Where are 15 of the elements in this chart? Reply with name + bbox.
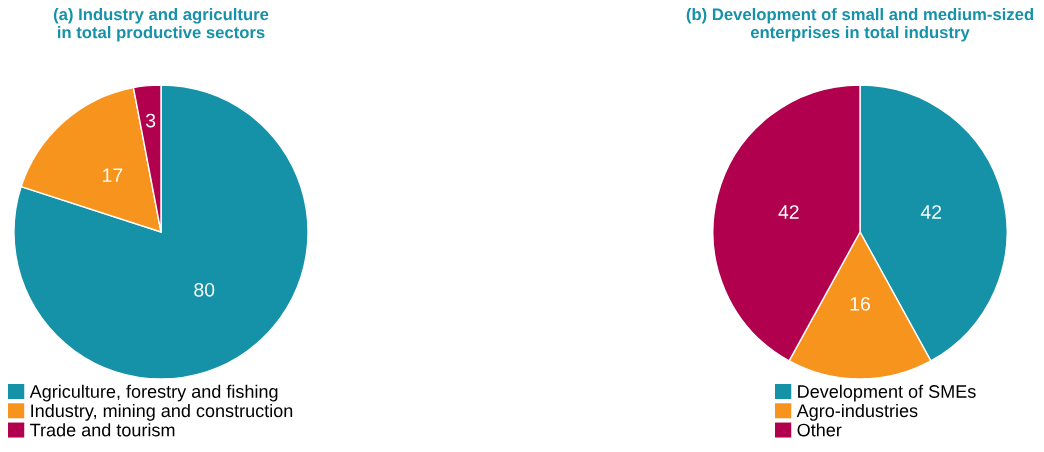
pie-slice xyxy=(13,84,309,380)
chart-title: (b) Development of small and medium-sized enterprises in total industry xyxy=(686,8,1034,42)
data-label: 16 xyxy=(850,296,870,311)
data-label: 42 xyxy=(778,205,799,219)
legend-label: Agriculture, forestry and fishing xyxy=(29,384,278,402)
data-label: 17 xyxy=(103,168,123,182)
legend-label: Industry, mining and construction xyxy=(31,403,293,421)
legend-label: Trade and tourism xyxy=(30,423,175,437)
chart-title: (a) Industry and agriculture in total productive sectors xyxy=(53,8,269,42)
legend-label: Development of SMEs xyxy=(798,384,976,402)
legend-label: Other xyxy=(797,423,842,437)
legend-label: Agro-industries xyxy=(796,403,918,421)
data-label: 80 xyxy=(194,282,215,297)
data-label: 3 xyxy=(145,113,156,128)
data-label: 42 xyxy=(920,205,942,219)
